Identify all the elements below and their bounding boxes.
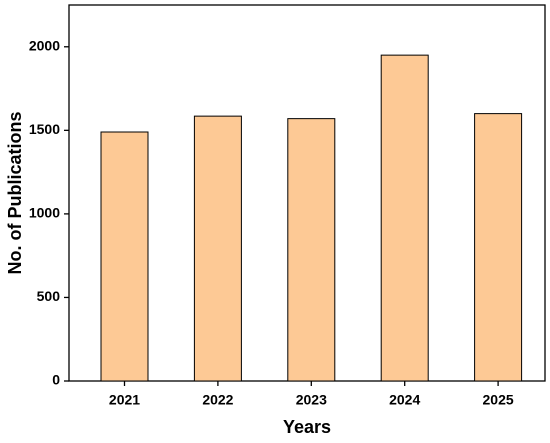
bar (474, 113, 523, 382)
x-tick-label: 2025 (483, 392, 514, 408)
y-tick-label: 500 (37, 288, 61, 304)
x-tick-label: 2023 (296, 392, 327, 408)
x-tick-label: 2022 (202, 392, 233, 408)
bar (100, 131, 149, 382)
y-tick-label: 0 (52, 372, 60, 388)
bar (193, 115, 242, 382)
y-tick-label: 2000 (29, 37, 60, 53)
x-tick-label: 2021 (109, 392, 140, 408)
bar (287, 118, 336, 382)
y-axis-title: No. of Publications (5, 111, 25, 274)
y-tick-label: 1000 (29, 205, 60, 221)
x-tick-label: 2024 (389, 392, 420, 408)
bar (380, 54, 429, 382)
y-tick-label: 1500 (29, 121, 60, 137)
x-axis-title: Years (283, 417, 331, 437)
